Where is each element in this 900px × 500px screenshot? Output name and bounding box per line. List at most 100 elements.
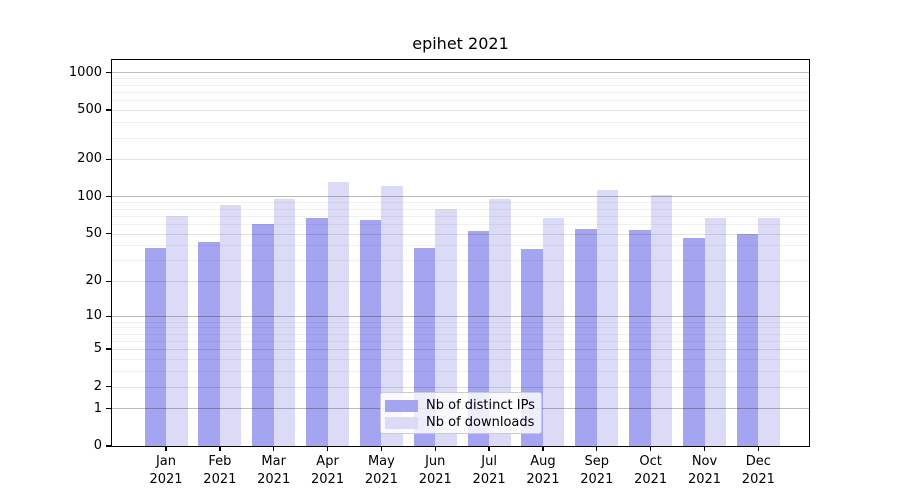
grid-line-2 bbox=[112, 386, 809, 388]
y-tick-label-1: 1 bbox=[93, 400, 102, 416]
grid-line-600 bbox=[112, 100, 809, 102]
grid-line-6 bbox=[112, 340, 809, 342]
bar-nb-of-distinct-ips-may bbox=[359, 219, 382, 446]
grid-line-100 bbox=[112, 196, 809, 198]
y-tick-500 bbox=[106, 109, 111, 111]
bar-nb-of-distinct-ips-mar bbox=[252, 223, 274, 446]
x-tick-may bbox=[380, 446, 383, 451]
y-tick-label-100: 100 bbox=[77, 188, 102, 204]
grid-line-10 bbox=[112, 315, 809, 318]
x-tick-nov bbox=[703, 446, 706, 451]
grid-line-500 bbox=[112, 110, 809, 112]
y-tick-5 bbox=[106, 348, 111, 350]
y-tick-label-2: 2 bbox=[93, 378, 102, 394]
x-tick-label-mar: Mar 2021 bbox=[257, 454, 291, 487]
grid-line-9 bbox=[112, 321, 809, 323]
bar-nb-of-downloads-oct bbox=[650, 195, 673, 446]
grid-line-1000 bbox=[112, 72, 809, 74]
y-tick-label-50: 50 bbox=[85, 225, 102, 241]
grid-line-80 bbox=[112, 208, 809, 210]
legend-swatch-downloads bbox=[385, 416, 418, 429]
x-tick-sep bbox=[596, 446, 598, 451]
y-tick-0 bbox=[106, 445, 111, 447]
x-tick-aug bbox=[542, 446, 544, 451]
grid-line-60 bbox=[112, 223, 809, 225]
grid-line-800 bbox=[112, 84, 809, 86]
grid-line-7 bbox=[112, 333, 809, 335]
y-tick-10 bbox=[106, 315, 111, 318]
x-tick-label-nov: Nov 2021 bbox=[687, 454, 722, 487]
grid-line-200 bbox=[112, 159, 809, 161]
bar-nb-of-downloads-mar bbox=[273, 198, 296, 446]
bar-nb-of-distinct-ips-apr bbox=[306, 218, 328, 446]
bar-nb-of-downloads-dec bbox=[758, 218, 780, 446]
y-tick-50 bbox=[106, 232, 111, 235]
chart-title: epihet 2021 bbox=[412, 34, 509, 53]
legend-label-distinct-ips: Nb of distinct IPs bbox=[426, 398, 535, 413]
y-tick-200 bbox=[106, 158, 111, 161]
bar-nb-of-downloads-sep bbox=[596, 189, 619, 446]
x-tick-label-dec: Dec 2021 bbox=[741, 454, 775, 487]
legend-item-distinct-ips: Nb of distinct IPs bbox=[385, 398, 541, 413]
grid-line-40 bbox=[112, 245, 809, 247]
y-tick-label-200: 200 bbox=[77, 151, 102, 167]
bar-nb-of-downloads-nov bbox=[704, 218, 726, 446]
legend-label-downloads: Nb of downloads bbox=[426, 415, 535, 430]
grid-line-4 bbox=[112, 359, 809, 361]
bar-nb-of-downloads-apr bbox=[327, 181, 350, 446]
y-tick-1000 bbox=[106, 71, 111, 74]
y-tick-1 bbox=[106, 407, 111, 410]
grid-line-300 bbox=[112, 137, 809, 139]
x-tick-jun bbox=[434, 446, 436, 451]
grid-line-400 bbox=[112, 122, 809, 124]
bar-nb-of-downloads-jul bbox=[489, 199, 511, 446]
bar-nb-of-distinct-ips-oct bbox=[629, 230, 651, 446]
bar-nb-of-distinct-ips-dec bbox=[736, 233, 759, 446]
grid-line-700 bbox=[112, 91, 809, 93]
y-tick-100 bbox=[106, 195, 111, 198]
y-tick-label-5: 5 bbox=[93, 341, 102, 357]
bar-nb-of-distinct-ips-jan bbox=[144, 248, 166, 446]
grid-line-5 bbox=[112, 349, 809, 351]
bar-nb-of-downloads-may bbox=[381, 185, 403, 446]
y-tick-label-20: 20 bbox=[85, 273, 102, 289]
x-tick-label-aug: Aug 2021 bbox=[526, 454, 560, 487]
y-tick-20 bbox=[106, 280, 111, 283]
x-tick-mar bbox=[273, 446, 275, 451]
grid-line-50 bbox=[112, 233, 809, 235]
x-tick-label-jun: Jun 2021 bbox=[418, 454, 452, 487]
y-tick-label-0: 0 bbox=[93, 438, 102, 453]
legend-item-downloads: Nb of downloads bbox=[385, 415, 541, 430]
grid-line-3 bbox=[112, 371, 809, 373]
x-tick-label-jan: Jan 2021 bbox=[149, 454, 183, 487]
x-tick-apr bbox=[326, 446, 329, 451]
x-tick-label-sep: Sep 2021 bbox=[580, 454, 614, 487]
y-tick-label-10: 10 bbox=[85, 308, 102, 324]
bar-nb-of-downloads-jun bbox=[435, 209, 457, 446]
legend-swatch-distinct-ips bbox=[385, 399, 418, 412]
bar-nb-of-distinct-ips-feb bbox=[198, 241, 220, 446]
x-tick-label-jul: Jul 2021 bbox=[472, 454, 506, 487]
y-tick-2 bbox=[106, 385, 111, 388]
grid-line-900 bbox=[112, 78, 809, 80]
plot-area: 0 1 2 5 10 20 50 100 200 500 1000 Jan 2021 Feb 2021 M… bbox=[69, 59, 810, 487]
x-tick-label-may: May 2021 bbox=[364, 454, 398, 487]
grid-line-20 bbox=[112, 281, 809, 283]
bar-nb-of-distinct-ips-nov bbox=[683, 237, 705, 446]
x-tick-label-apr: Apr 2021 bbox=[311, 454, 345, 487]
y-tick-label-500: 500 bbox=[77, 102, 102, 118]
bar-nb-of-downloads-jan bbox=[166, 215, 188, 446]
grid-line-30 bbox=[112, 260, 809, 262]
grid-line-90 bbox=[112, 202, 809, 204]
x-tick-jul bbox=[488, 446, 490, 451]
x-tick-oct bbox=[649, 446, 652, 451]
grid-layer bbox=[112, 60, 809, 446]
x-tick-feb bbox=[219, 446, 221, 451]
bar-nb-of-downloads-aug bbox=[542, 218, 565, 446]
x-tick-jan bbox=[165, 446, 167, 451]
y-tick-label-1000: 1000 bbox=[68, 64, 102, 80]
x-tick-dec bbox=[757, 446, 760, 451]
bar-nb-of-distinct-ips-sep bbox=[575, 229, 597, 446]
legend: Nb of distinct IPs Nb of downloads bbox=[380, 392, 542, 434]
